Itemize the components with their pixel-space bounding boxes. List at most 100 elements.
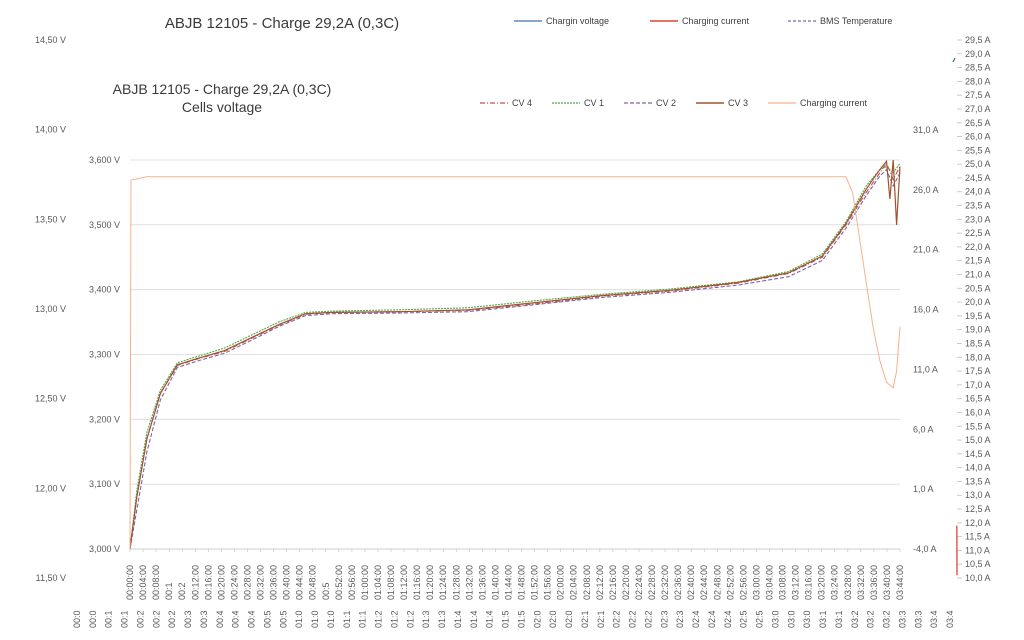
inner-x-tick-label: 00:5 [321,582,331,600]
outer-x-tick-label: 02:3 [675,610,685,628]
outer-y-right-tick-label: 16,5 A [965,394,991,404]
outer-y-axis-left: 14,50 V 14,00 V 13,50 V 13,00 V 12,50 V 12,00… [35,35,66,583]
inner-x-tick-label: 01:00:00 [360,565,370,600]
inner-x-tick-label: 00:28:00 [242,565,252,600]
outer-x-tick-label: 02:5 [739,610,749,628]
outer-y-right-tick-label: 27,5 A [965,90,991,100]
outer-y-right-tick-label: 22,5 A [965,228,991,238]
outer-x-tick-label: 01:2 [389,610,399,628]
inner-y-right-tick-label: 1,0 A [913,484,934,494]
outer-y-right-tick-label: 22,0 A [965,242,991,252]
inner-x-tick-label: 03:04:00 [764,565,774,600]
inner-x-tick-label: 03:36:00 [869,565,879,600]
outer-y-right-tick-label: 14,0 A [965,463,991,473]
outer-y-left-tick-label: 13,00 V [35,304,66,314]
inner-x-tick-label: 01:24:00 [438,565,448,600]
inner-x-tick-label: 03:16:00 [804,565,814,600]
inner-x-tick-label: 01:04:00 [373,565,383,600]
inner-x-tick-label: 02:32:00 [660,565,670,600]
inner-x-tick-label: 01:56:00 [543,565,553,600]
outer-x-tick-label: 02:0 [564,610,574,628]
inner-y-axis-right: 31,0 A 26,0 A 21,0 A 16,0 A 11,0 A 6,0 A 1,0 A… [913,125,939,554]
outer-x-tick-label: 00:2 [151,610,161,628]
outer-y-right-tick-label: 26,5 A [965,118,991,128]
outer-y-right-tick-label: 20,5 A [965,283,991,293]
outer-y-right-tick-label: 29,5 A [965,35,991,45]
inner-x-tick-label: 02:56:00 [738,565,748,600]
outer-y-left-tick-label: 14,50 V [35,35,66,45]
inner-y-right-tick-label: 26,0 A [913,185,939,195]
inner-x-tick-label: 02:16:00 [608,565,618,600]
outer-x-tick-label: 03:2 [866,610,876,628]
outer-x-tick-label: 03:4 [929,610,939,628]
outer-x-tick-label: 03:1 [834,610,844,628]
outer-x-tick-label: 02:4 [723,610,733,628]
inner-y-left-tick-label: 3,400 V [89,285,120,295]
inner-x-tick-label: 01:32:00 [464,565,474,600]
outer-x-tick-label: 02:4 [691,610,701,628]
inner-x-tick-label: 02:12:00 [595,565,605,600]
inner-x-tick-label: 01:40:00 [490,565,500,600]
outer-y-right-tick-label: 11,5 A [965,532,990,542]
outer-y-right-tick-label: 21,0 A [965,270,991,280]
outer-x-tick-label: 00:2 [135,610,145,628]
outer-legend-label-temperature: BMS Temperature [820,16,892,26]
inner-chart-subtitle: Cells voltage [182,99,262,115]
outer-x-tick-label: 01:2 [405,610,415,628]
inner-x-tick-label: 00:12:00 [190,565,200,600]
inner-y-right-tick-label: 11,0 A [913,364,938,374]
outer-x-tick-label: 01:4 [469,610,479,628]
outer-x-tick-label: 00:0 [88,610,98,628]
inner-x-tick-label: 00:00:00 [125,565,135,600]
inner-x-tick-label: 00:16:00 [203,565,213,600]
inner-x-tick-label: 00:24:00 [229,565,239,600]
inner-y-left-tick-label: 3,600 V [89,155,120,165]
inner-chart-title: ABJB 12105 - Charge 29,2A (0,3C) [113,81,332,97]
outer-y-right-tick-label: 19,5 A [965,311,991,321]
outer-x-tick-label: 01:3 [437,610,447,628]
outer-x-tick-label: 03:0 [786,610,796,628]
inner-x-tick-label: 00:44:00 [295,565,305,600]
inner-x-tick-label: 00:48:00 [308,565,318,600]
outer-y-right-tick-label: 14,5 A [965,449,991,459]
inner-x-axis: 00:00:00 00:04:00 00:08:00 00:1 00:2 00:12:00… [125,549,905,600]
inner-series-line-cv-3 [129,159,901,550]
inner-x-tick-label: 03:40:00 [882,565,892,600]
inner-x-tick-label: 01:20:00 [425,565,435,600]
outer-x-tick-label: 03:0 [802,610,812,628]
inner-y-right-tick-label: 6,0 A [913,424,934,434]
inner-x-tick-label: 01:16:00 [412,565,422,600]
outer-y-right-tick-label: 28,5 A [965,63,991,73]
outer-y-left-tick-label: 11,50 V [36,573,66,583]
outer-x-tick-label: 00:4 [247,610,257,628]
outer-x-tick-label: 00:1 [104,610,114,628]
outer-x-tick-label: 02:4 [707,610,717,628]
inner-x-tick-label: 03:44:00 [895,565,905,600]
outer-y-left-tick-label: 14,00 V [35,125,66,135]
outer-x-tick-label: 00:0 [72,610,82,628]
outer-x-tick-label: 02:2 [612,610,622,628]
outer-x-tick-label: 02:2 [628,610,638,628]
outer-x-tick-label: 03:0 [770,610,780,628]
outer-y-right-tick-label: 11,0 A [965,545,990,555]
outer-y-right-tick-label: 21,5 A [965,256,991,266]
inner-x-tick-label: 00:1 [164,582,174,600]
inner-x-tick-label: 02:28:00 [647,565,657,600]
outer-x-tick-label: 00:4 [231,610,241,628]
outer-legend: Chargin voltage Charging current BMS Tem… [514,16,892,26]
inner-x-tick-label: 02:20:00 [621,565,631,600]
inner-x-tick-label: 02:00:00 [556,565,566,600]
inner-x-tick-label: 01:08:00 [386,565,396,600]
outer-x-axis: 00:0 00:0 00:1 00:1 00:2 00:2 00:2 00:3 00:3 00:4… [72,610,955,628]
outer-chart-title: ABJB 12105 - Charge 29,2A (0,3C) [165,15,399,32]
outer-x-tick-label: 01:0 [310,610,320,628]
inner-y-left-tick-label: 3,100 V [89,479,120,489]
inner-x-tick-label: 02:44:00 [699,565,709,600]
outer-x-tick-label: 02:1 [580,610,590,628]
inner-series-line-cv-1 [129,162,901,550]
inner-legend-label-cv4: CV 4 [512,98,532,108]
outer-legend-label-current: Charging current [682,16,750,26]
outer-y-right-tick-label: 25,0 A [965,159,991,169]
inner-x-tick-label: 02:24:00 [634,565,644,600]
